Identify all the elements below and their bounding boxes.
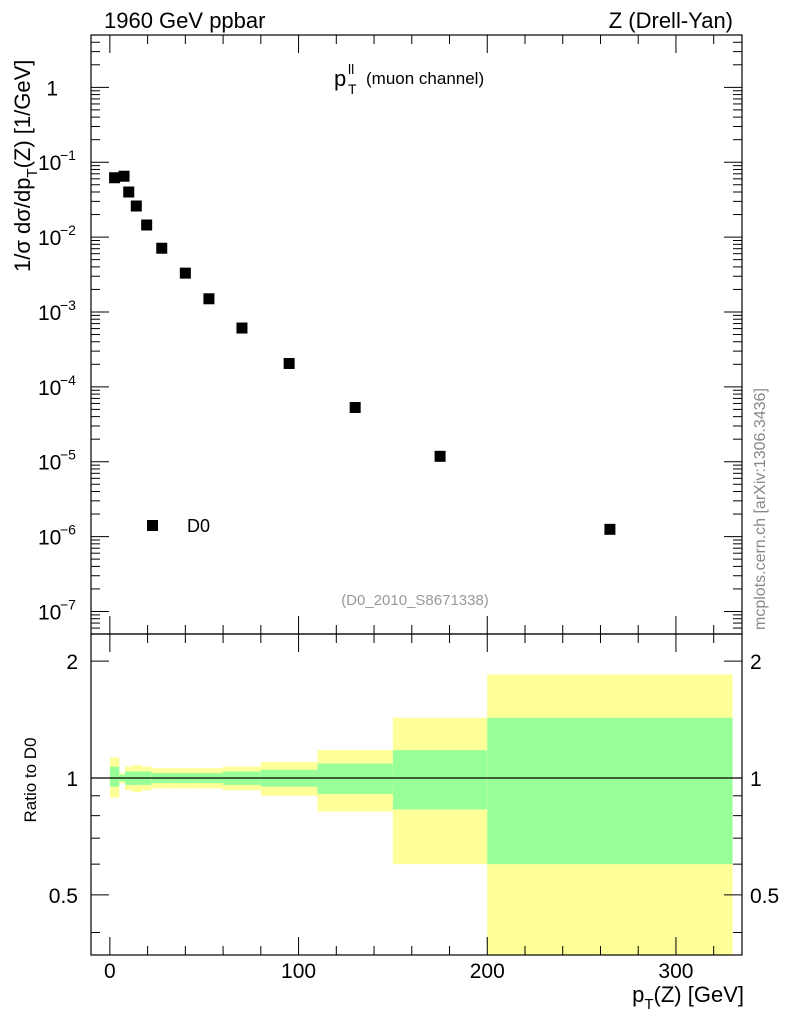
ratio-y-tick-label-left: 0.5 bbox=[49, 885, 78, 908]
data-point bbox=[349, 401, 361, 413]
main-y-axis-label: 1/σ dσ/dpT(Z) [1/GeV] bbox=[10, 60, 41, 272]
x-tick-label: 0 bbox=[104, 960, 116, 983]
watermark: mcplots.cern.ch [arXiv:1306.3436] bbox=[752, 388, 769, 630]
ratio-y-tick-label-left: 1 bbox=[66, 768, 78, 791]
data-point bbox=[130, 200, 142, 212]
data-point bbox=[604, 523, 616, 535]
x-tick-label: 300 bbox=[658, 960, 693, 983]
ratio-y-tick-labels: 0.5 0.5 1 1 2 2 bbox=[49, 651, 779, 908]
ratio-y-axis-label: Ratio to D0 bbox=[21, 737, 40, 822]
main-title: p bbox=[334, 66, 346, 91]
legend-label: D0 bbox=[187, 516, 210, 536]
data-point bbox=[141, 219, 153, 231]
main-axis-ticks bbox=[91, 34, 742, 635]
stat-uncertainty-band bbox=[392, 750, 488, 810]
header-right: Z (Drell-Yan) bbox=[609, 8, 733, 33]
header-left: 1960 GeV ppbar bbox=[104, 8, 265, 33]
ratio-axis-ticks bbox=[91, 634, 742, 955]
ratio-y-tick-label-left: 2 bbox=[66, 651, 78, 674]
data-points bbox=[109, 170, 616, 535]
x-axis-label: pT(Z) [GeV] bbox=[632, 982, 744, 1013]
x-tick-label: 200 bbox=[470, 960, 505, 983]
data-point bbox=[179, 267, 191, 279]
analysis-tag: (D0_2010_S8671338) bbox=[341, 592, 489, 609]
title-rest: (muon channel) bbox=[366, 69, 484, 88]
y-tick-label: 1 bbox=[46, 77, 58, 100]
y-tick-label: 10 bbox=[38, 302, 61, 325]
y-tick-label-exponent: −4 bbox=[60, 372, 76, 388]
stat-uncertainty-band bbox=[317, 763, 393, 794]
y-tick-label: 10 bbox=[38, 227, 61, 250]
y-tick-label-exponent: −6 bbox=[60, 522, 76, 538]
y-tick-label: 10 bbox=[38, 377, 61, 400]
title-subscript: T bbox=[348, 81, 357, 97]
y-tick-label-exponent: −5 bbox=[60, 447, 76, 463]
y-tick-label-exponent: −2 bbox=[60, 222, 76, 238]
y-tick-label: 10 bbox=[38, 601, 61, 624]
ratio-y-tick-label-right: 0.5 bbox=[750, 885, 779, 908]
ratio-y-tick-label-right: 2 bbox=[750, 651, 762, 674]
legend-marker bbox=[147, 520, 158, 531]
stat-uncertainty-band bbox=[487, 717, 733, 865]
main-plot-frame bbox=[90, 34, 743, 635]
y-tick-label-exponent: −3 bbox=[60, 297, 76, 313]
y-tick-label-exponent: −1 bbox=[60, 147, 76, 163]
stat-uncertainty-band bbox=[109, 766, 120, 787]
ratio-y-tick-label-right: 1 bbox=[750, 768, 762, 791]
y-tick-label: 10 bbox=[38, 527, 61, 550]
data-point bbox=[123, 186, 135, 198]
x-tick-label: 100 bbox=[281, 960, 316, 983]
y-tick-label-exponent: −7 bbox=[60, 596, 76, 612]
data-point bbox=[203, 293, 215, 305]
ratio-plot-frame bbox=[90, 633, 743, 956]
main-y-tick-labels: 110−110−210−310−410−510−610−7 bbox=[38, 77, 76, 624]
ratio-uncertainty-bands bbox=[109, 674, 733, 955]
x-tick-labels: 0 100 200 300 bbox=[104, 960, 693, 983]
data-point bbox=[236, 322, 248, 334]
y-tick-label: 10 bbox=[38, 452, 61, 475]
y-tick-label: 10 bbox=[38, 152, 61, 175]
data-point bbox=[434, 450, 446, 462]
data-point bbox=[283, 357, 295, 369]
title-superscript: ll bbox=[348, 61, 354, 77]
data-point bbox=[156, 242, 168, 254]
title-p: p bbox=[334, 66, 346, 91]
data-point bbox=[118, 170, 130, 182]
data-point bbox=[109, 172, 121, 184]
